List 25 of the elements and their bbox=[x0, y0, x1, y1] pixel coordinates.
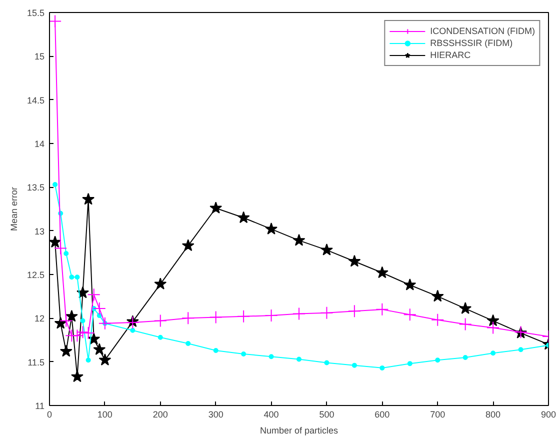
y-tick-label: 11.5 bbox=[28, 357, 45, 368]
y-tick-label: 14.5 bbox=[26, 95, 45, 106]
x-axis-title: Number of particles bbox=[260, 426, 339, 436]
y-tick-label: 12 bbox=[34, 314, 45, 324]
x-tick-label: 500 bbox=[319, 410, 334, 420]
y-tick-label: 11 bbox=[35, 401, 44, 411]
legend-label: RBSSHSSIR (FIDM) bbox=[430, 38, 513, 48]
y-tick-label: 15.5 bbox=[26, 8, 45, 18]
x-tick-label: 400 bbox=[264, 410, 279, 420]
x-tick-label: 600 bbox=[374, 410, 390, 420]
y-tick-label: 13.5 bbox=[26, 182, 45, 193]
legend-label: HIERARC bbox=[430, 50, 471, 60]
y-tick-label: 13 bbox=[34, 226, 45, 236]
y-tick-label: 14 bbox=[34, 139, 45, 149]
x-tick-label: 300 bbox=[208, 410, 224, 420]
x-tick-label: 100 bbox=[97, 410, 112, 420]
y-tick-label: 15 bbox=[34, 52, 45, 62]
x-tick-label: 700 bbox=[430, 410, 446, 420]
legend-label: ICONDENSATION (FIDM) bbox=[430, 26, 535, 36]
y-tick-label: 12.5 bbox=[26, 270, 45, 280]
x-tick-label: 200 bbox=[152, 410, 168, 420]
x-tick-label: 800 bbox=[486, 410, 501, 420]
x-tick-label: 0 bbox=[46, 410, 52, 420]
y-axis-title: Mean error bbox=[8, 186, 19, 232]
x-tick-label: 900 bbox=[540, 410, 556, 420]
